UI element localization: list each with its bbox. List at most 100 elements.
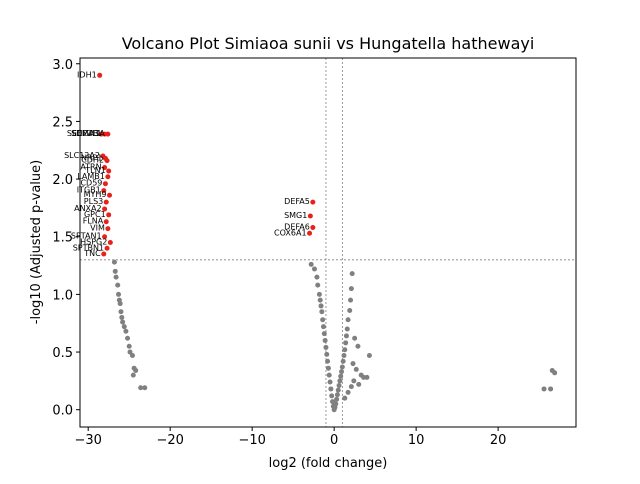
x-tick-label: −10: [238, 433, 265, 448]
x-tick-label: 10: [408, 433, 425, 448]
data-point-significant: [103, 219, 109, 225]
data-point-not-significant: [333, 401, 339, 407]
data-point-not-significant: [317, 297, 323, 303]
data-point-not-significant: [115, 282, 121, 288]
data-point-not-significant: [343, 340, 349, 346]
data-point-significant: [307, 230, 313, 236]
data-point-not-significant: [364, 374, 370, 380]
y-tick-label: 1.0: [52, 288, 73, 303]
y-tick-label: 2.5: [52, 115, 73, 130]
data-point-not-significant: [119, 314, 125, 320]
data-point-significant: [107, 240, 113, 245]
data-point-not-significant: [355, 343, 361, 349]
gene-label: NRP1: [81, 153, 102, 162]
data-point-not-significant: [123, 328, 129, 334]
data-point-significant: [103, 199, 109, 205]
x-axis-label: log2 (fold change): [269, 456, 388, 471]
y-tick-label: 3.0: [52, 58, 73, 73]
data-point-not-significant: [334, 396, 340, 402]
data-point-not-significant: [337, 378, 343, 384]
data-point-significant: [102, 181, 108, 187]
gene-label: DEFA5: [284, 197, 310, 206]
gene-label: SLC12A2: [64, 151, 100, 160]
data-point-not-significant: [320, 324, 326, 330]
gene-label: SPTAN1: [71, 232, 102, 241]
data-point-not-significant: [130, 372, 136, 378]
y-tick-label: 0.0: [52, 404, 73, 419]
data-point-not-significant: [548, 386, 554, 392]
data-point-not-significant: [321, 331, 327, 337]
data-points: [97, 72, 558, 413]
plot-frame: [79, 57, 577, 428]
data-point-not-significant: [345, 389, 351, 395]
data-point-not-significant: [323, 344, 329, 350]
data-point-not-significant: [352, 335, 358, 341]
data-point-significant: [101, 251, 107, 257]
gene-label: COX6A1: [274, 228, 307, 237]
gene-label: ANXA2: [74, 204, 102, 213]
gene-label: SEC24B: [67, 129, 98, 138]
data-point-not-significant: [334, 392, 340, 398]
data-point-not-significant: [314, 274, 320, 280]
gene-label: LAMB1: [77, 172, 105, 181]
data-point-not-significant: [343, 333, 349, 339]
y-tick-label: 0.5: [52, 346, 73, 361]
gene-label: DEFA6: [284, 223, 310, 232]
data-point-not-significant: [344, 326, 350, 332]
data-point-not-significant: [319, 309, 325, 315]
data-point-significant: [106, 168, 112, 174]
gene-label: VIM: [90, 224, 105, 233]
data-point-significant: [107, 192, 113, 198]
data-point-not-significant: [126, 343, 132, 349]
data-point-not-significant: [340, 358, 346, 364]
data-point-not-significant: [349, 271, 355, 277]
gene-label: SDF2L1: [71, 129, 101, 138]
data-point-not-significant: [325, 365, 331, 371]
data-point-not-significant: [308, 261, 314, 267]
data-point-significant: [102, 206, 108, 212]
data-point-not-significant: [338, 373, 344, 379]
data-point-significant: [104, 245, 110, 251]
data-point-significant: [105, 174, 111, 180]
data-point-not-significant: [118, 309, 124, 315]
data-point-not-significant: [366, 353, 372, 359]
chart-title: Volcano Plot Simiaoa sunii vs Hungatella…: [122, 34, 535, 53]
data-point-not-significant: [116, 291, 122, 297]
gene-label: HSPG2: [80, 238, 107, 247]
data-point-not-significant: [341, 353, 347, 359]
data-point-not-significant: [111, 259, 117, 265]
data-point-significant: [307, 213, 313, 219]
y-tick-label: 1.5: [52, 231, 73, 246]
gene-label: MYH9: [84, 190, 107, 199]
data-point-not-significant: [350, 361, 356, 367]
data-point-not-significant: [348, 286, 354, 292]
data-point-not-significant: [348, 384, 354, 390]
data-point-not-significant: [117, 301, 123, 307]
data-point-not-significant: [133, 367, 139, 373]
y-tick-label: 2.0: [52, 173, 73, 188]
data-point-not-significant: [335, 387, 341, 393]
data-point-significant: [97, 72, 103, 78]
data-point-not-significant: [315, 282, 321, 288]
data-point-not-significant: [121, 324, 127, 330]
data-point-significant: [102, 165, 108, 171]
gene-label: SEMA3A: [72, 129, 106, 138]
data-point-significant: [101, 188, 107, 194]
x-tick-label: −30: [74, 433, 101, 448]
y-axis-label: -log10 (Adjusted p-value): [29, 160, 44, 324]
gene-label: ATRN: [80, 163, 101, 172]
data-point-significant: [105, 226, 111, 232]
gene-label: FLNA: [83, 217, 104, 226]
data-point-not-significant: [142, 385, 148, 391]
data-point-not-significant: [336, 382, 342, 388]
gene-label: PLS3: [84, 197, 103, 206]
data-point-not-significant: [552, 370, 558, 376]
data-point-not-significant: [322, 338, 328, 344]
data-point-not-significant: [339, 364, 345, 370]
data-point-not-significant: [316, 291, 322, 297]
data-point-not-significant: [311, 266, 317, 272]
data-point-not-significant: [342, 395, 348, 401]
data-point-not-significant: [541, 386, 547, 392]
